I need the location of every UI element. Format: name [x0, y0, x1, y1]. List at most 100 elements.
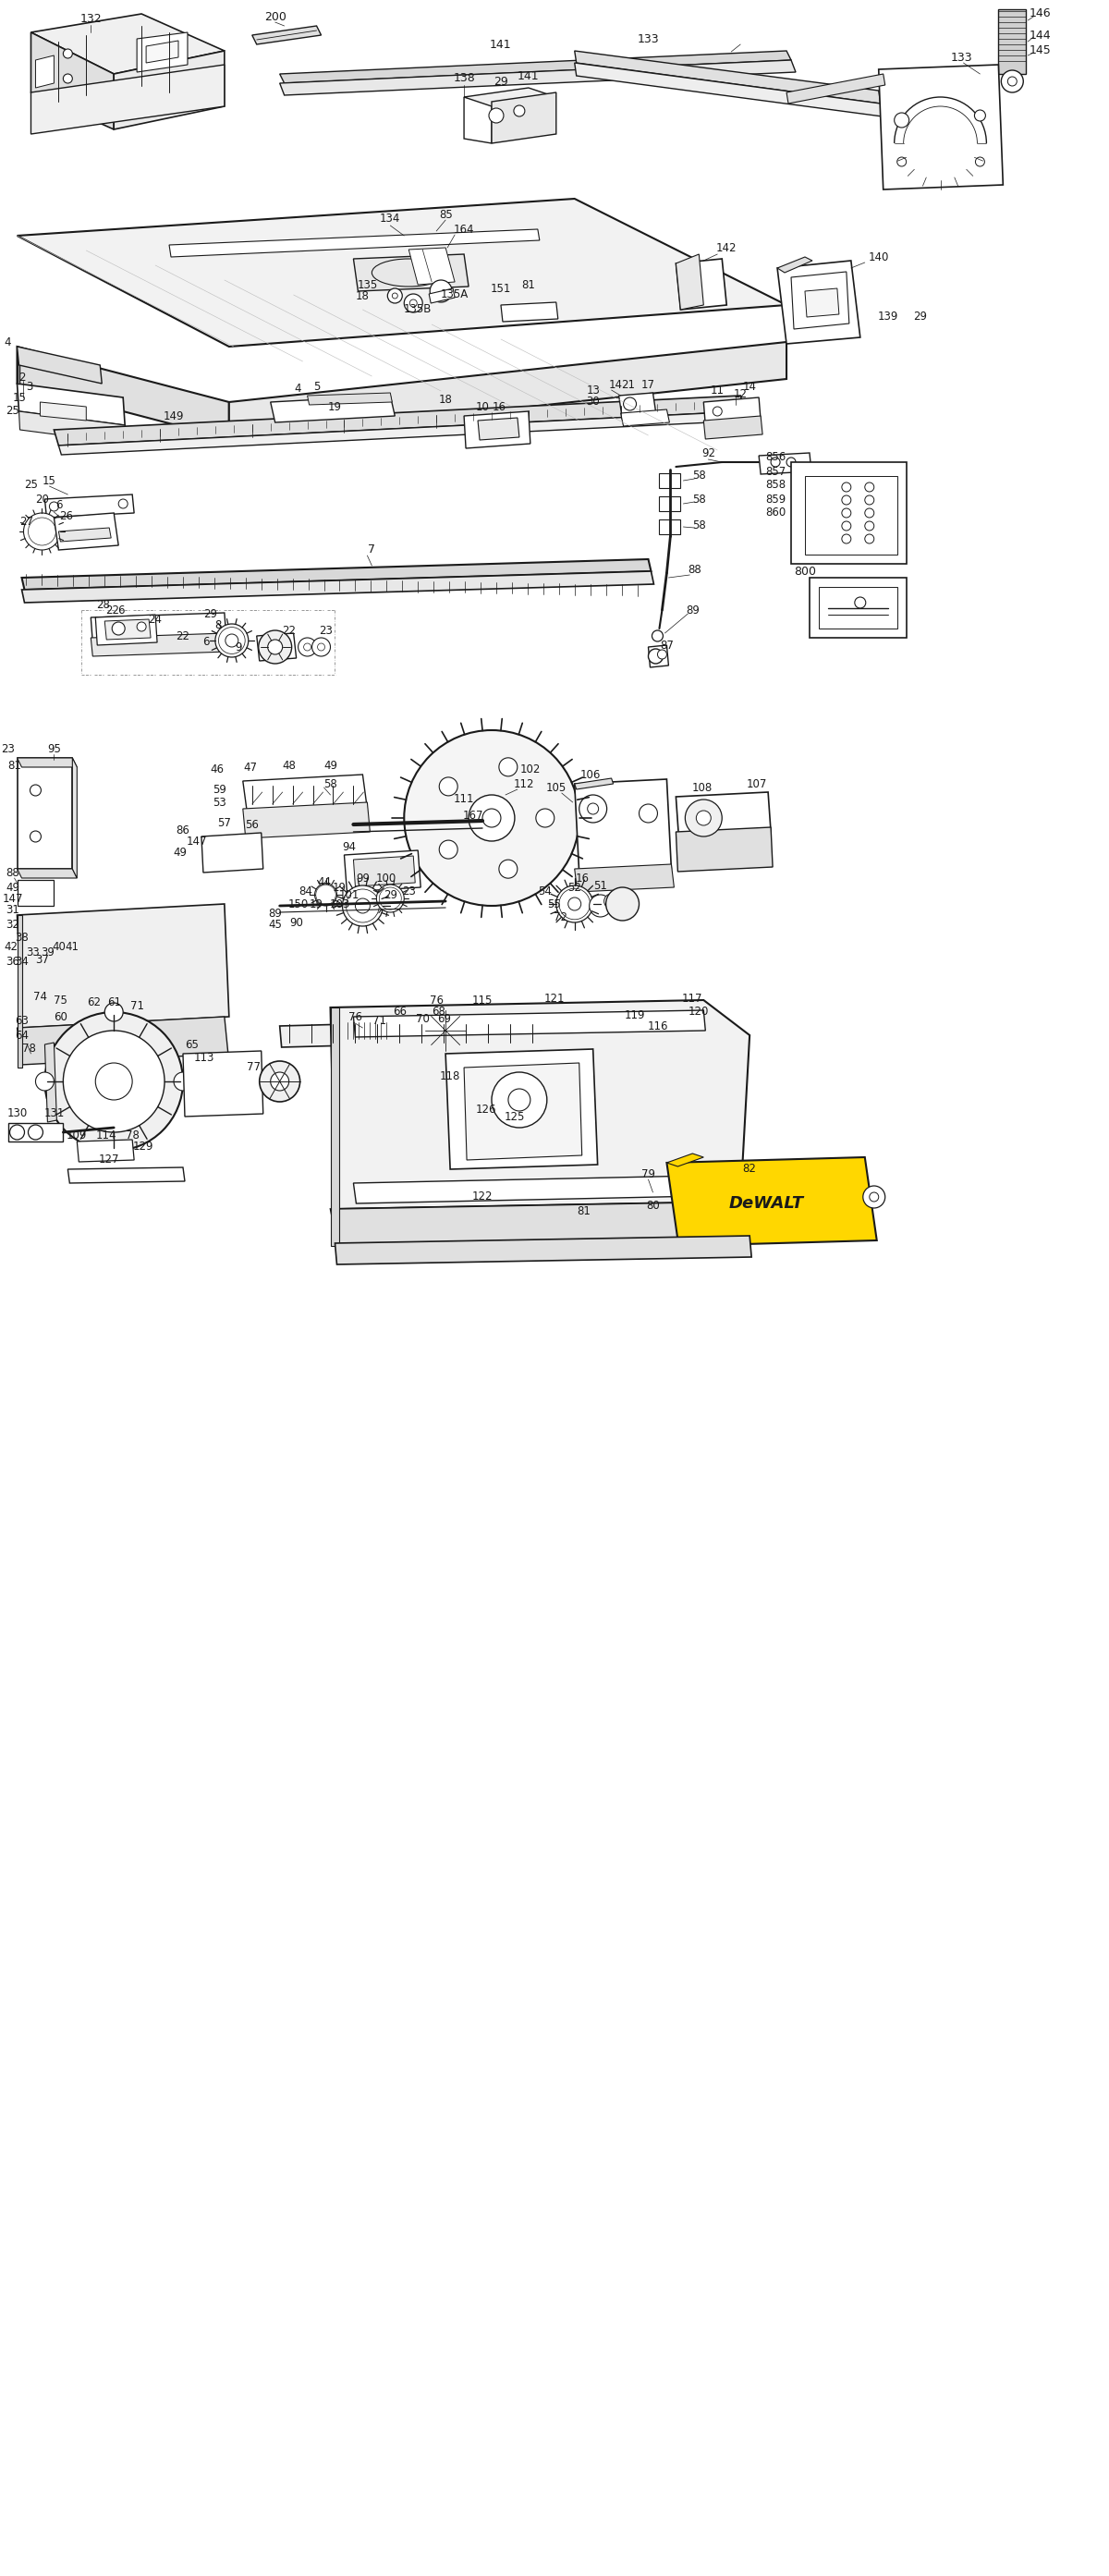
Text: 56: 56	[245, 819, 258, 832]
Text: 29: 29	[494, 75, 508, 88]
Polygon shape	[230, 343, 786, 438]
Circle shape	[559, 889, 590, 920]
Polygon shape	[17, 904, 230, 1028]
Text: 22: 22	[105, 603, 119, 616]
Text: 112: 112	[513, 778, 535, 791]
Polygon shape	[54, 513, 119, 549]
Text: 78: 78	[125, 1128, 139, 1141]
Text: 44: 44	[317, 876, 330, 889]
Polygon shape	[31, 13, 224, 75]
Text: 40: 40	[52, 940, 65, 953]
Polygon shape	[818, 587, 897, 629]
Circle shape	[536, 809, 554, 827]
Circle shape	[865, 533, 874, 544]
Text: 12: 12	[733, 389, 747, 399]
Circle shape	[387, 289, 403, 304]
Text: 15: 15	[13, 392, 27, 404]
Text: 144: 144	[1029, 28, 1051, 41]
Circle shape	[713, 407, 722, 415]
Circle shape	[315, 884, 337, 907]
Text: 106: 106	[580, 768, 601, 781]
Circle shape	[1008, 77, 1017, 85]
Text: 141: 141	[518, 70, 539, 82]
Circle shape	[469, 796, 515, 842]
Circle shape	[430, 281, 452, 301]
Circle shape	[696, 811, 711, 824]
Polygon shape	[91, 634, 228, 657]
Circle shape	[267, 639, 283, 654]
Polygon shape	[330, 1200, 747, 1247]
Circle shape	[317, 644, 325, 652]
Circle shape	[975, 111, 986, 121]
Circle shape	[865, 482, 874, 492]
Text: 13: 13	[587, 384, 600, 397]
Polygon shape	[44, 495, 134, 518]
Text: 22: 22	[282, 626, 296, 636]
Polygon shape	[675, 791, 771, 837]
Polygon shape	[574, 778, 671, 873]
Text: 76: 76	[429, 994, 444, 1007]
Text: 4: 4	[4, 335, 11, 348]
Circle shape	[63, 49, 72, 59]
Text: 140: 140	[868, 250, 889, 263]
Circle shape	[894, 113, 909, 129]
Circle shape	[44, 1012, 183, 1151]
Text: 92: 92	[701, 446, 715, 459]
Text: 14: 14	[743, 381, 756, 392]
Polygon shape	[95, 616, 157, 644]
Circle shape	[10, 1126, 24, 1139]
Circle shape	[28, 1126, 43, 1139]
Circle shape	[623, 397, 637, 410]
Text: 126: 126	[476, 1103, 497, 1115]
Polygon shape	[777, 260, 861, 343]
Circle shape	[30, 786, 41, 796]
Text: 22: 22	[176, 631, 190, 641]
Text: 23: 23	[319, 623, 333, 636]
Text: 29: 29	[204, 608, 217, 621]
Text: 81: 81	[8, 760, 21, 770]
Circle shape	[104, 1002, 123, 1020]
Polygon shape	[703, 415, 763, 438]
Text: 58: 58	[692, 518, 705, 531]
Polygon shape	[146, 41, 179, 62]
Text: 30: 30	[587, 397, 600, 407]
Circle shape	[50, 502, 59, 510]
Polygon shape	[170, 229, 540, 258]
Polygon shape	[409, 247, 455, 286]
Polygon shape	[59, 528, 111, 541]
Circle shape	[438, 1023, 452, 1038]
Text: 66: 66	[393, 1007, 406, 1018]
Text: 167: 167	[462, 809, 484, 822]
Text: 71: 71	[373, 1015, 386, 1028]
Polygon shape	[810, 577, 906, 639]
Text: 45: 45	[268, 917, 282, 930]
Text: 24: 24	[149, 613, 162, 626]
Text: 71: 71	[130, 999, 144, 1012]
Text: 89: 89	[268, 907, 282, 920]
Text: 41: 41	[65, 940, 80, 953]
Polygon shape	[114, 52, 224, 129]
Circle shape	[842, 507, 851, 518]
Text: 31: 31	[6, 904, 19, 917]
Text: 75: 75	[53, 994, 68, 1007]
Text: 46: 46	[210, 762, 224, 775]
Text: 23: 23	[1, 742, 14, 755]
Text: 20: 20	[35, 492, 49, 505]
Text: 101: 101	[338, 889, 359, 902]
Text: 27: 27	[19, 515, 33, 528]
Text: 54: 54	[538, 886, 552, 899]
Text: 99: 99	[356, 873, 369, 884]
Text: 150: 150	[288, 899, 308, 909]
Text: 34: 34	[14, 956, 29, 966]
Text: 79: 79	[641, 1167, 655, 1180]
Polygon shape	[19, 412, 125, 443]
Text: 857: 857	[765, 466, 785, 477]
Text: 42: 42	[3, 940, 18, 953]
Circle shape	[491, 1072, 547, 1128]
Polygon shape	[791, 270, 849, 330]
Text: 61: 61	[106, 997, 121, 1010]
Polygon shape	[40, 402, 87, 420]
Circle shape	[393, 294, 398, 299]
Text: 145: 145	[1029, 44, 1051, 57]
Circle shape	[842, 533, 851, 544]
